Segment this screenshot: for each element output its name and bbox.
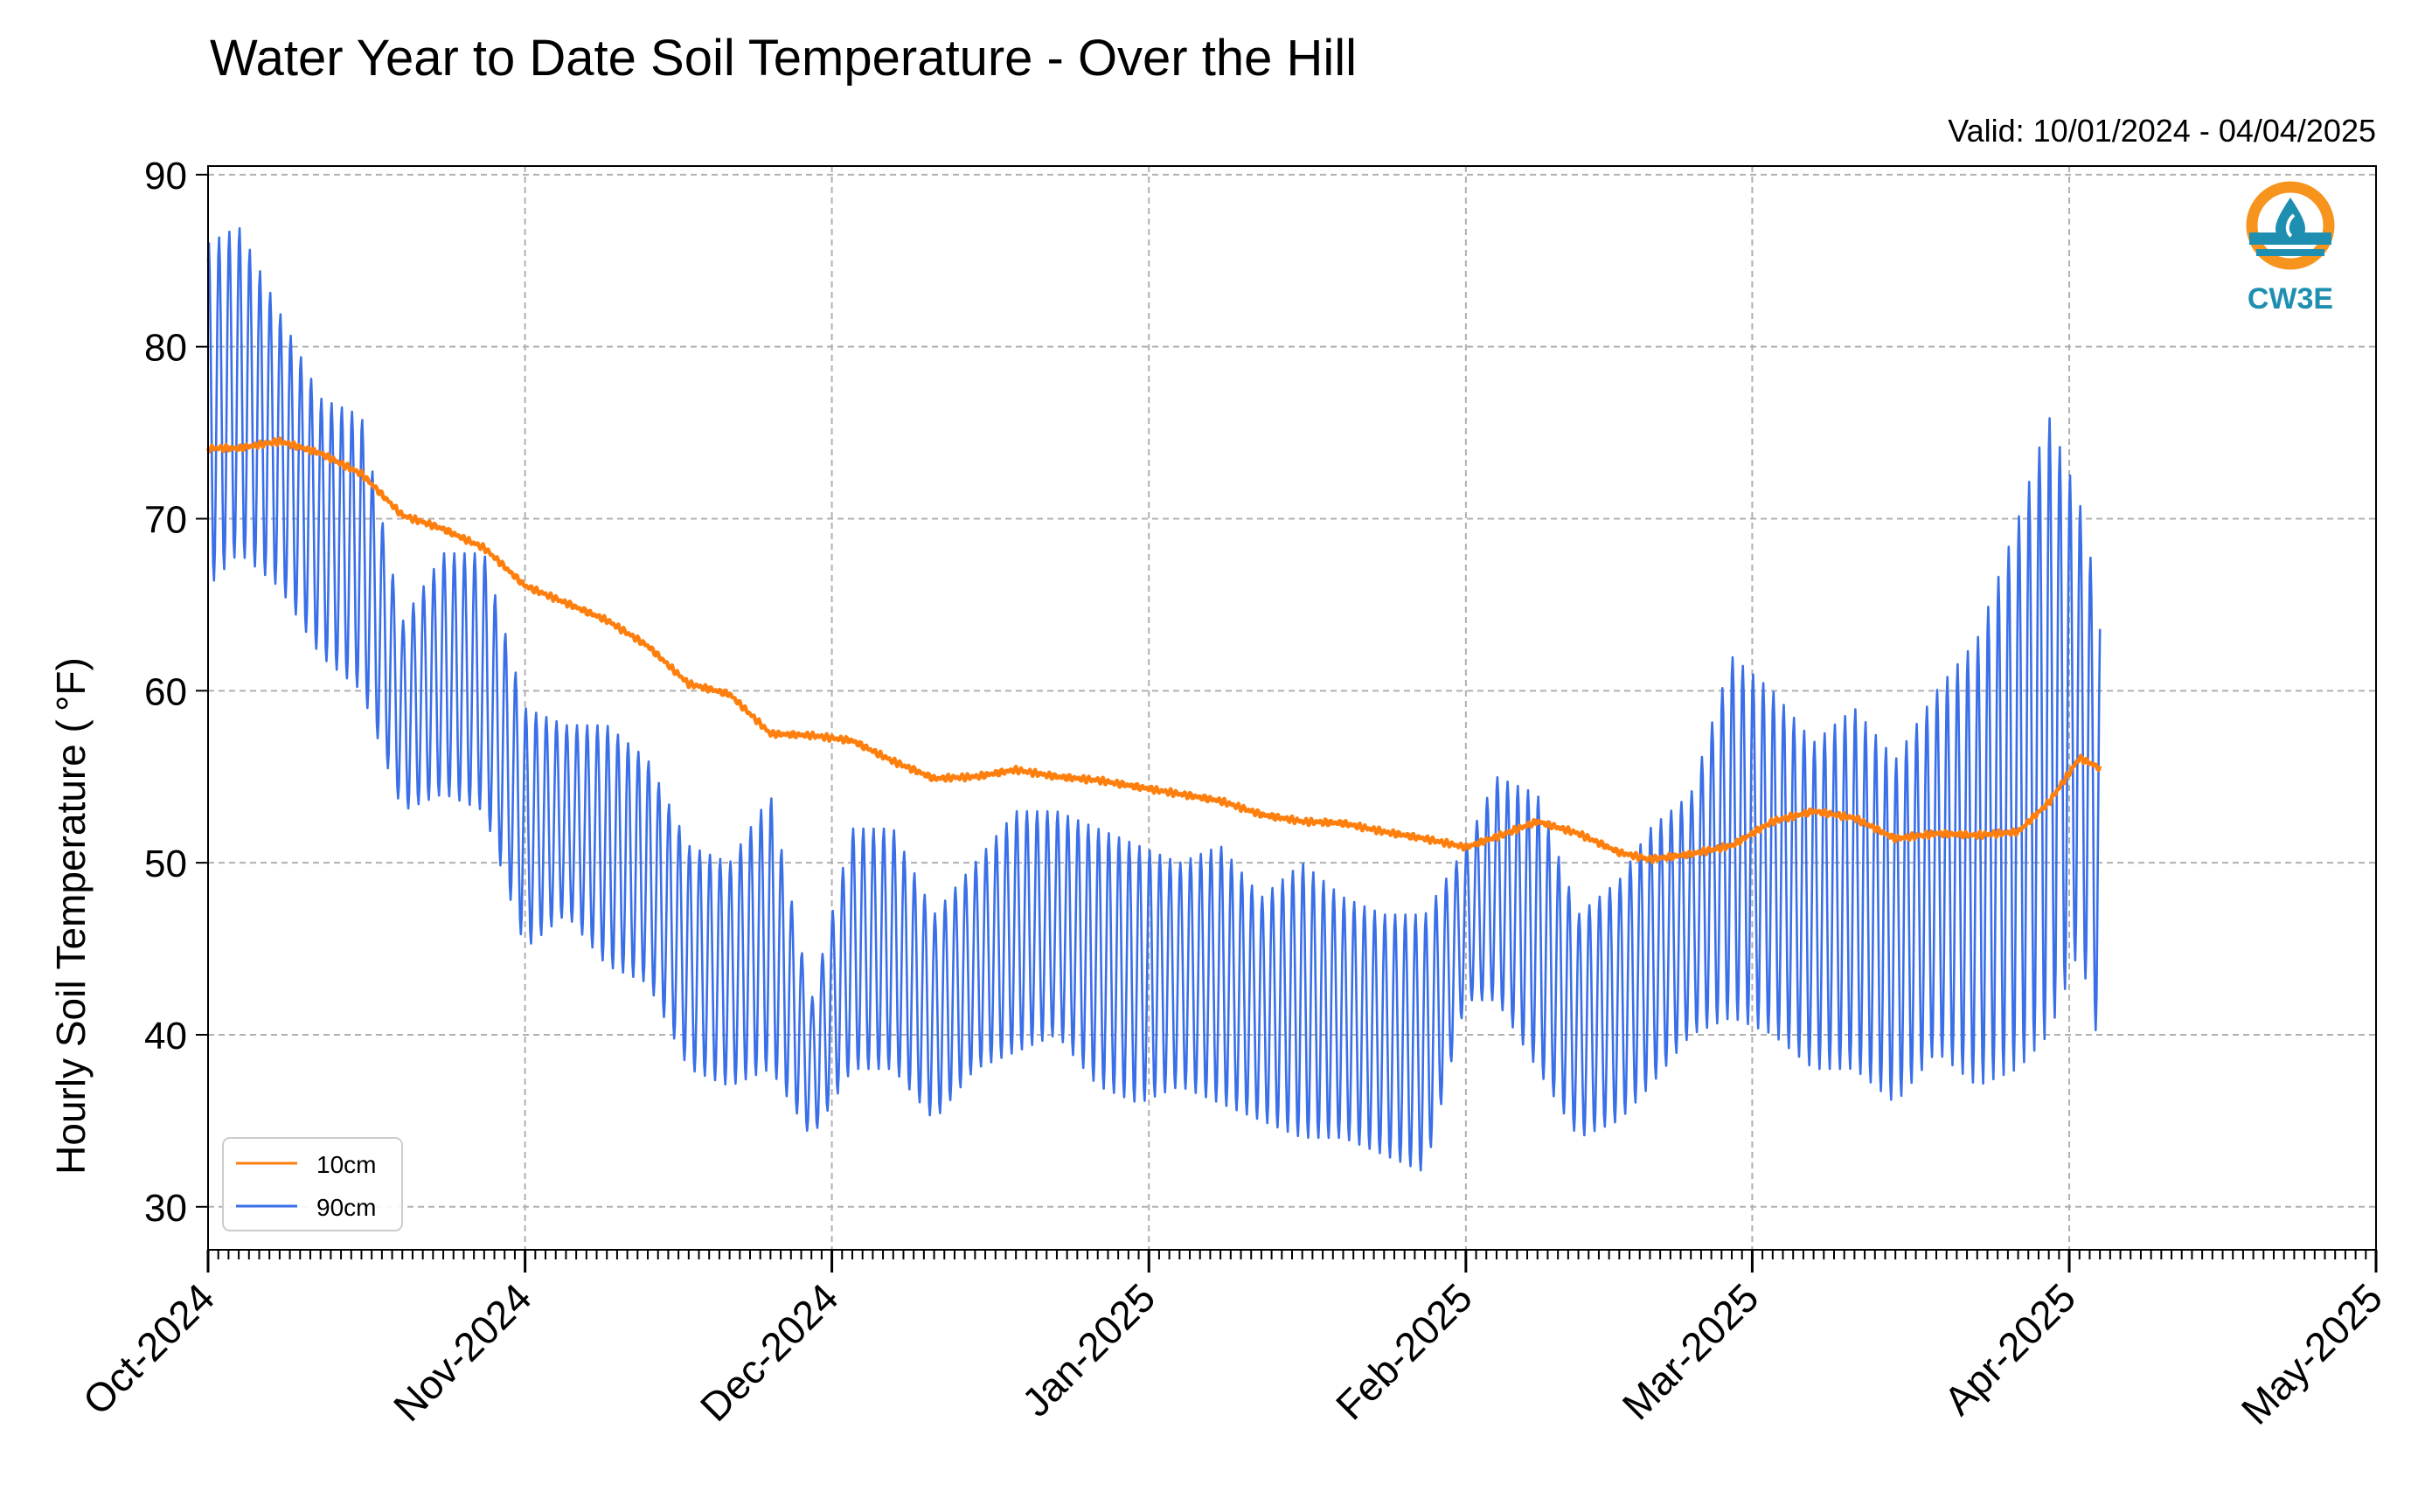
chart-subtitle: Valid: 10/01/2024 - 04/04/2025: [1948, 113, 2376, 149]
plot-frame: [207, 165, 2377, 1251]
chart-title: Water Year to Date Soil Temperature - Ov…: [210, 30, 1357, 87]
series-layer: [205, 226, 2102, 1172]
y-tick-label: 90: [144, 155, 187, 198]
y-tick-label: 70: [144, 498, 187, 541]
y-axis-label: Hourly Soil Temperature ( °F): [48, 657, 94, 1175]
series-line-10cm: [205, 436, 2102, 864]
y-tick-label: 80: [144, 327, 187, 370]
logo-wave-icon: [2256, 249, 2324, 256]
cw3e-logo: CW3E: [2246, 181, 2335, 316]
legend: 10cm 90cm: [222, 1137, 403, 1231]
y-tick-label: 40: [144, 1015, 187, 1058]
legend-label-90cm: 90cm: [316, 1194, 376, 1221]
y-tick-label: 60: [144, 670, 187, 713]
legend-label-10cm: 10cm: [316, 1151, 376, 1178]
logo-ring-icon: [2246, 181, 2335, 270]
y-tick-label: 50: [144, 843, 187, 885]
logo-text: CW3E: [2248, 282, 2333, 316]
y-tick-label: 30: [144, 1187, 187, 1230]
series-line-90cm: [206, 226, 2102, 1172]
